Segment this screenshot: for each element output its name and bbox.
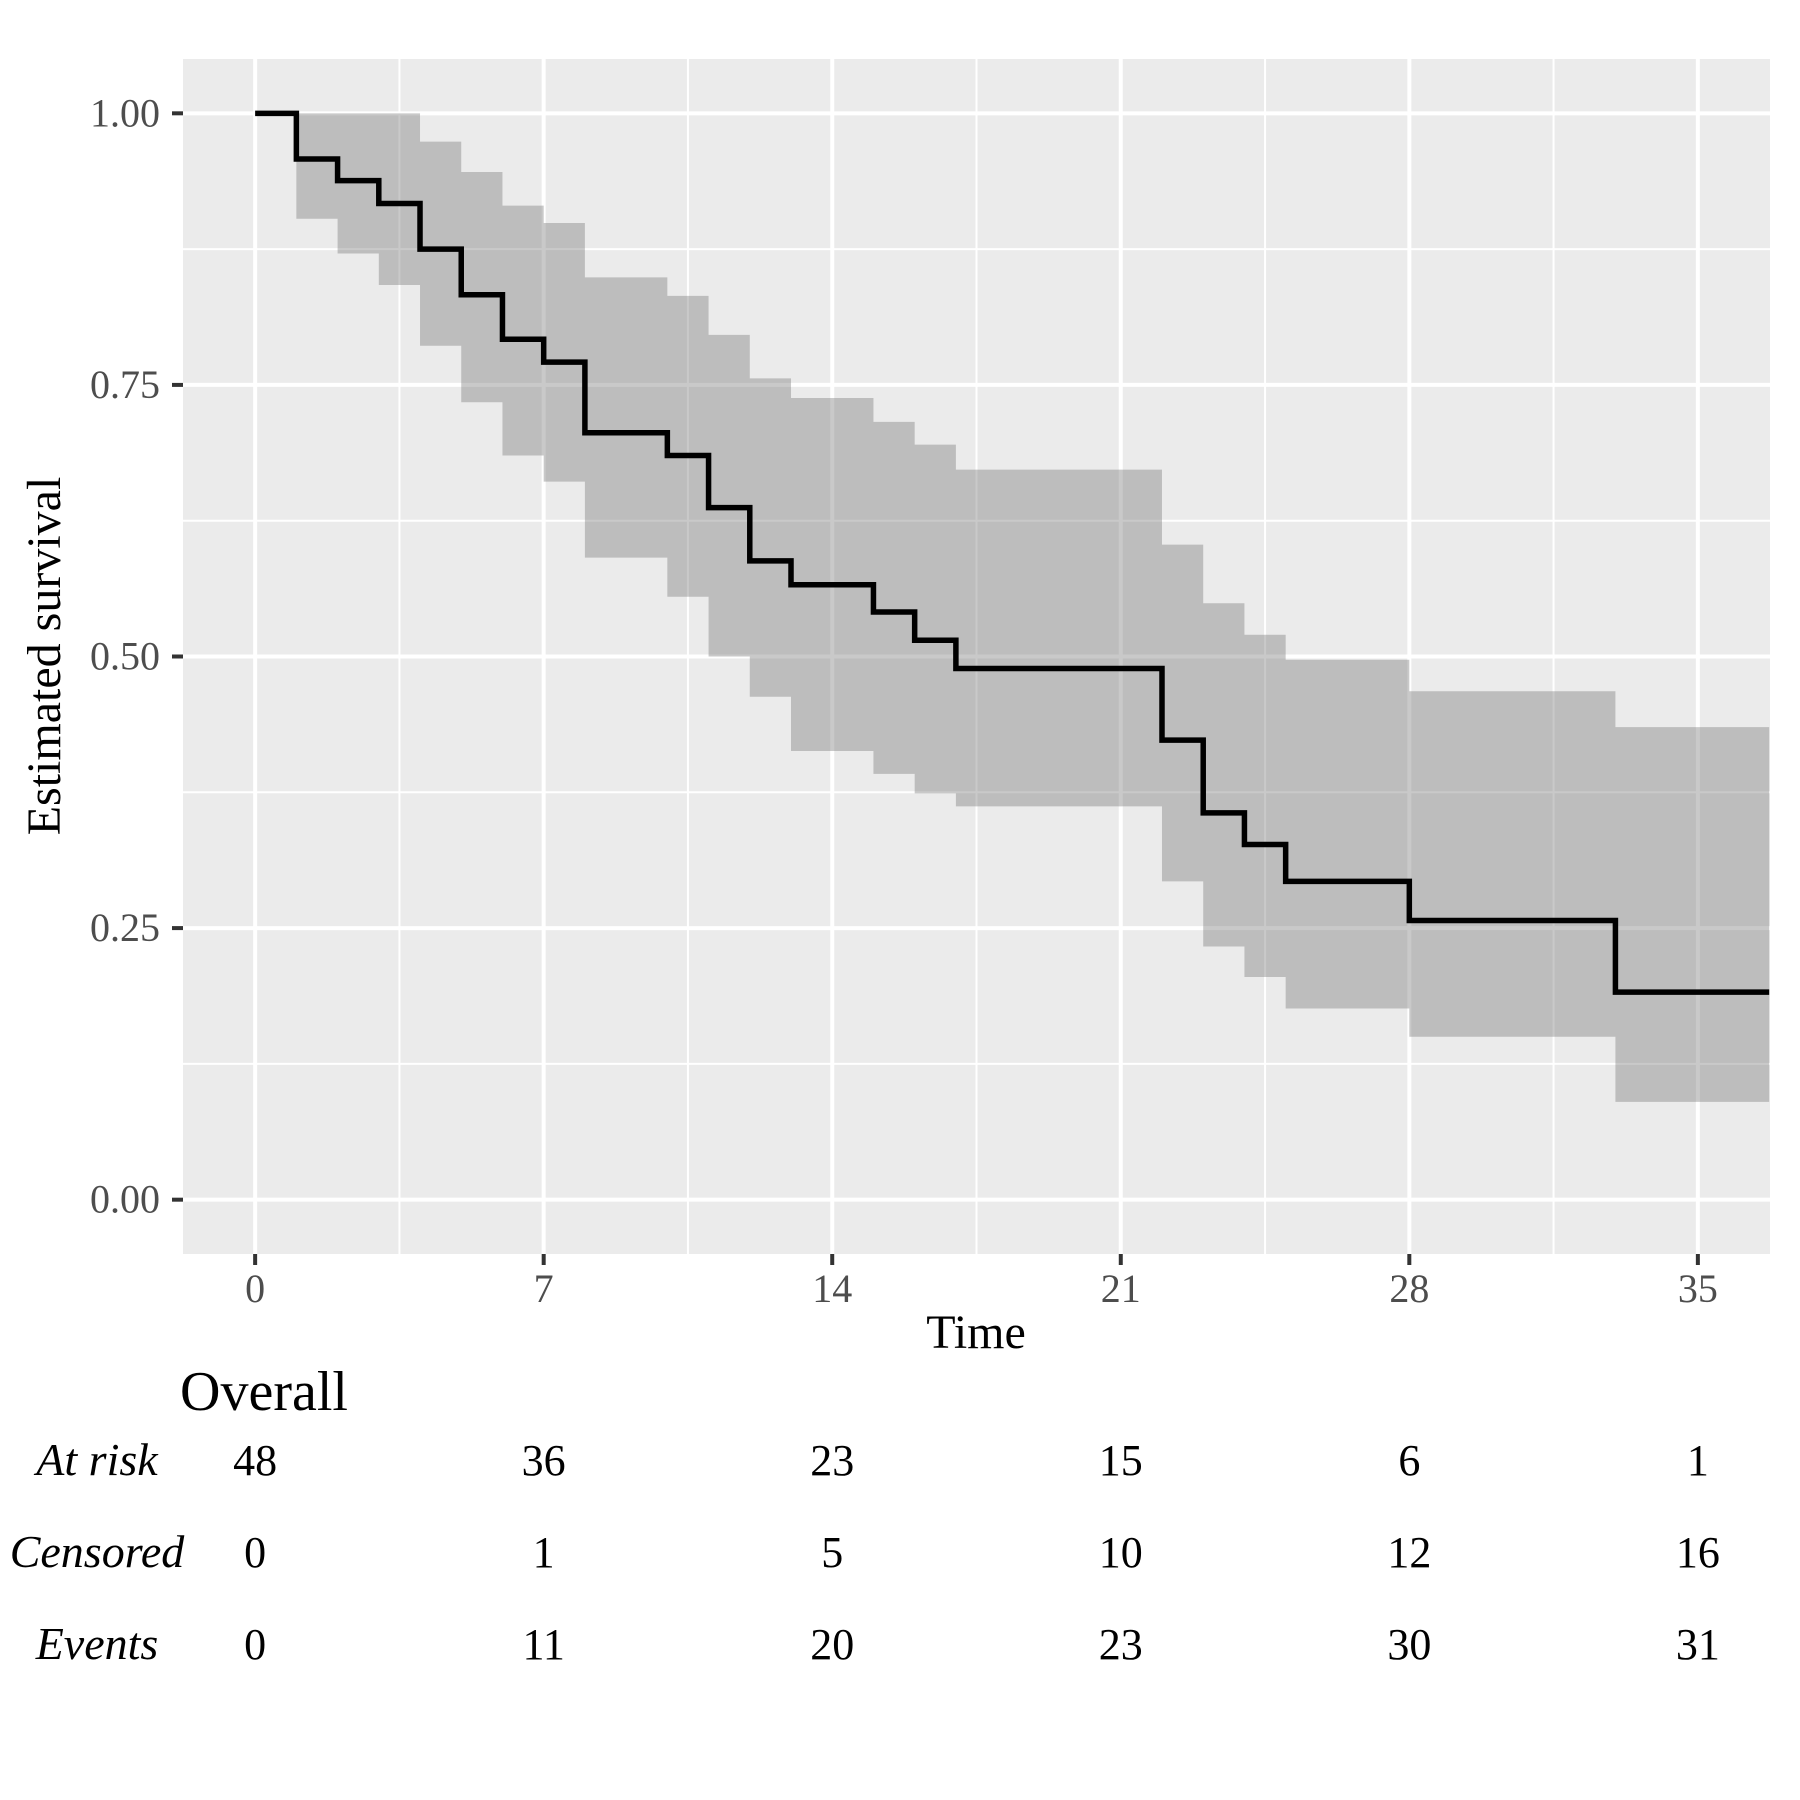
risk-table-value: 11 [522, 1620, 564, 1669]
y-axis-title: Estimated survival [18, 477, 71, 836]
risk-table-value: 23 [1099, 1620, 1143, 1669]
risk-table-value: 12 [1387, 1528, 1431, 1577]
axes-layer: 0 7 14 21 28 35 0.00 0.25 0.50 0.75 1.00 [90, 90, 1718, 1311]
x-tick-label: 14 [812, 1266, 852, 1311]
risk-table-value: 23 [810, 1436, 854, 1485]
risk-table-value: 31 [1676, 1620, 1720, 1669]
risk-table-value: 0 [244, 1528, 266, 1577]
x-axis-title: Time [926, 1306, 1026, 1359]
risk-table-value: 20 [810, 1620, 854, 1669]
risk-table-value: 30 [1387, 1620, 1431, 1669]
risk-table-value: 15 [1099, 1436, 1143, 1485]
x-tick-label: 0 [245, 1266, 265, 1311]
risk-table-row-label: Events [35, 1618, 159, 1669]
risk-table-value: 16 [1676, 1528, 1720, 1577]
risk-table-value: 1 [533, 1528, 555, 1577]
km-curve-layer [255, 110, 1770, 995]
risk-table-value: 0 [244, 1620, 266, 1669]
x-tick-label: 35 [1678, 1266, 1718, 1311]
y-tick-label: 0.75 [90, 362, 160, 407]
risk-table-group-title: Overall [180, 1361, 348, 1423]
x-tick-label: 7 [534, 1266, 554, 1311]
risk-table-row-label: Censored [10, 1526, 186, 1577]
risk-table-value: 5 [821, 1528, 843, 1577]
confidence-band-layer [296, 113, 1770, 1102]
risk-table-row-label: At risk [33, 1434, 159, 1485]
risk-table-value: 36 [522, 1436, 566, 1485]
risk-table-value: 48 [233, 1436, 277, 1485]
x-tick-label: 21 [1101, 1266, 1141, 1311]
confidence-band [296, 113, 1770, 1102]
risk-table-value: 10 [1099, 1528, 1143, 1577]
risk-table-value: 1 [1687, 1436, 1709, 1485]
y-tick-label: 0.00 [90, 1177, 160, 1222]
major-gridlines [183, 59, 1770, 1254]
risk-table-value: 6 [1398, 1436, 1420, 1485]
x-tick-label: 28 [1389, 1266, 1429, 1311]
y-tick-label: 0.25 [90, 905, 160, 950]
km-curve [255, 110, 1770, 995]
y-tick-label: 0.50 [90, 634, 160, 679]
y-tick-label: 1.00 [90, 90, 160, 135]
